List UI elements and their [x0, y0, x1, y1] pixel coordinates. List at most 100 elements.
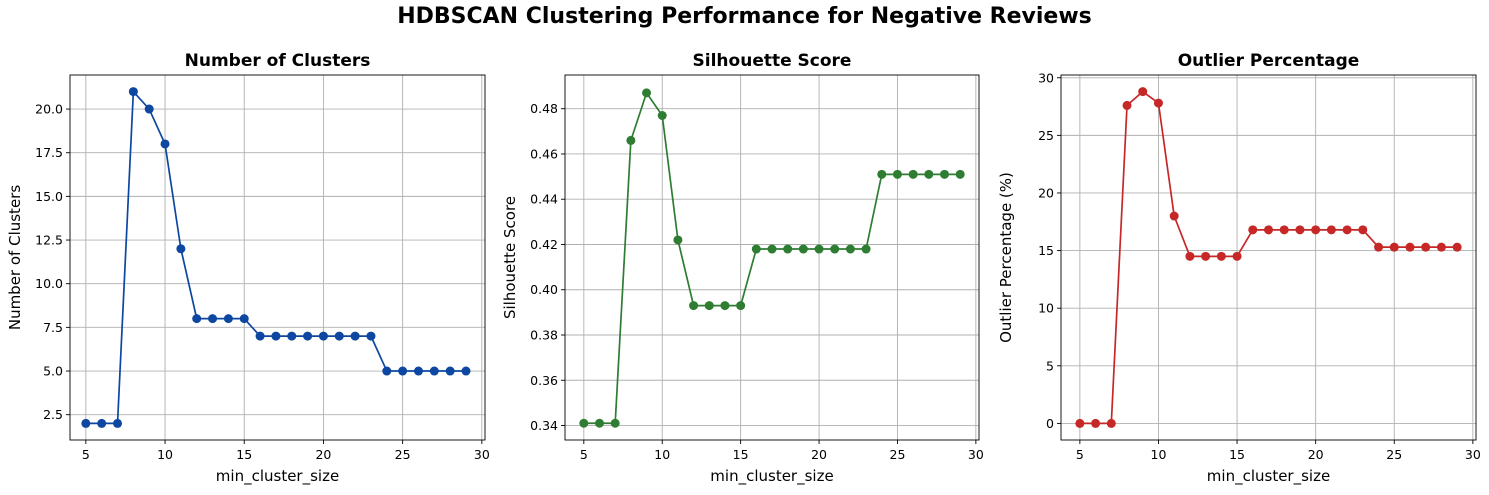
- data-point: [610, 418, 620, 428]
- data-point: [113, 418, 123, 428]
- panel-2: 5 10 15 20 25 30 0.34 0.36 0.38 0.40 0.42 0.44 0.46 0…: [501, 51, 984, 486]
- data-point: [350, 331, 360, 341]
- data-point: [1374, 242, 1384, 252]
- data-point: [271, 331, 281, 341]
- data-point: [767, 244, 777, 254]
- figure-title: HDBSCAN Clustering Performance for Negat…: [397, 4, 1092, 29]
- data-point: [720, 301, 730, 311]
- x-tick-label: 25: [890, 447, 906, 462]
- data-point: [689, 301, 699, 311]
- y-tick-label: 0.38: [530, 328, 558, 343]
- data-point: [1201, 251, 1211, 261]
- data-point: [595, 418, 604, 428]
- data-point: [1091, 418, 1101, 428]
- x-tick-label: 20: [315, 447, 331, 462]
- x-tick-label: 15: [236, 447, 252, 462]
- x-axis-label: min_cluster_size: [216, 467, 339, 486]
- y-tick-label: 15.0: [35, 189, 63, 204]
- data-point: [1436, 242, 1446, 252]
- panel-title: Silhouette Score: [693, 51, 852, 71]
- data-point: [579, 418, 589, 428]
- data-point: [160, 139, 170, 149]
- data-point: [1264, 225, 1273, 235]
- data-point: [192, 314, 202, 324]
- y-tick-label: 0.40: [530, 282, 558, 297]
- data-point: [81, 418, 91, 428]
- data-point: [413, 366, 423, 376]
- data-point: [461, 366, 471, 376]
- data-point: [861, 244, 871, 254]
- x-tick-label: 30: [1465, 447, 1481, 462]
- panel-1: 5 10 15 20 25 30 2.5 5.0 7.5 10.0 12.5 15.0 17.5 20.0…: [6, 51, 490, 486]
- data-point: [1295, 225, 1305, 235]
- data-point: [429, 366, 439, 376]
- y-tick-label: 12.5: [35, 233, 63, 248]
- x-tick-label: 25: [395, 447, 411, 462]
- data-point: [1169, 211, 1179, 221]
- data-point: [1342, 225, 1352, 235]
- plot-frame: [1060, 74, 1477, 441]
- x-tick-label: 5: [1076, 447, 1084, 462]
- x-tick-label: 15: [1229, 447, 1245, 462]
- data-point: [892, 169, 902, 179]
- y-axis-label: Silhouette Score: [501, 196, 519, 319]
- data-point: [382, 366, 392, 376]
- y-tick-label: 10: [1038, 301, 1054, 316]
- data-point: [1248, 225, 1258, 235]
- x-axis-label: min_cluster_size: [1207, 467, 1330, 486]
- x-tick-label: 10: [1151, 447, 1167, 462]
- data-point: [798, 244, 808, 254]
- data-point: [626, 135, 636, 145]
- data-point: [1075, 418, 1085, 428]
- series-line: [1079, 90, 1458, 425]
- data-point: [1216, 251, 1226, 261]
- y-tick-label: 5.0: [43, 364, 63, 379]
- x-tick-label: 30: [968, 447, 984, 462]
- data-point: [1421, 242, 1431, 252]
- data-point: [445, 366, 455, 376]
- data-point: [908, 169, 918, 179]
- data-point: [924, 169, 934, 179]
- data-point: [1122, 100, 1132, 110]
- data-point: [144, 104, 154, 114]
- data-point: [303, 331, 313, 341]
- data-point: [239, 314, 249, 324]
- x-tick-label: 15: [733, 447, 749, 462]
- series-line: [583, 90, 961, 425]
- y-tick-label: 0.42: [530, 237, 558, 252]
- y-axis-label: Outlier Percentage (%): [997, 172, 1015, 343]
- y-tick-label: 7.5: [43, 320, 63, 335]
- data-point: [366, 331, 376, 341]
- data-point: [1232, 251, 1242, 261]
- x-tick-label: 10: [157, 447, 173, 462]
- y-tick-label: 0.34: [530, 418, 558, 433]
- y-tick-label: 5: [1046, 358, 1054, 373]
- panel-3: 5 10 15 20 25 30 0 5 10 15 20 25 30 Outlier Percentag…: [997, 51, 1481, 486]
- data-point: [642, 88, 652, 98]
- data-point: [318, 331, 328, 341]
- y-tick-label: 20.0: [35, 102, 63, 117]
- y-tick-label: 20: [1038, 185, 1054, 200]
- data-point: [830, 244, 840, 254]
- y-tick-label: 0: [1046, 416, 1054, 431]
- data-point: [736, 301, 746, 311]
- y-tick-label: 0.36: [530, 373, 558, 388]
- data-point: [1389, 242, 1399, 252]
- y-tick-label: 17.5: [35, 145, 63, 160]
- data-point: [208, 314, 218, 324]
- data-point: [1138, 87, 1148, 97]
- data-point: [1185, 251, 1195, 261]
- data-point: [673, 235, 683, 245]
- data-point: [657, 111, 667, 121]
- data-point: [814, 244, 824, 254]
- plot-frame: [564, 74, 980, 441]
- y-tick-label: 10.0: [35, 276, 63, 291]
- data-point: [1311, 225, 1321, 235]
- x-tick-label: 30: [474, 447, 490, 462]
- data-point: [287, 331, 297, 341]
- data-point: [955, 169, 965, 179]
- data-point: [1153, 98, 1163, 108]
- data-point: [751, 244, 761, 254]
